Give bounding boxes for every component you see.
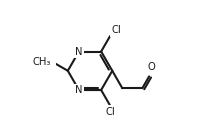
Text: N: N bbox=[75, 85, 83, 95]
Text: N: N bbox=[75, 47, 83, 57]
Text: O: O bbox=[147, 62, 155, 72]
Text: CH₃: CH₃ bbox=[33, 57, 51, 67]
Text: Cl: Cl bbox=[111, 26, 121, 35]
Text: Cl: Cl bbox=[105, 107, 115, 117]
